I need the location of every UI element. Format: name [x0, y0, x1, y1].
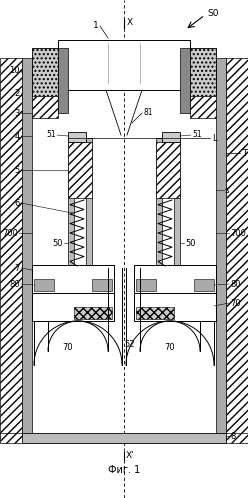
- Text: S0: S0: [207, 8, 218, 17]
- Bar: [32, 293, 114, 321]
- Text: 50: 50: [185, 239, 195, 248]
- Text: 4: 4: [15, 131, 20, 140]
- Text: 52: 52: [124, 340, 134, 349]
- Bar: [34, 321, 122, 365]
- Bar: [32, 48, 58, 98]
- Text: T: T: [242, 148, 247, 157]
- Bar: [0, 433, 22, 443]
- Text: 70: 70: [63, 343, 73, 352]
- Text: 50: 50: [53, 239, 63, 248]
- Text: 2: 2: [15, 89, 20, 98]
- Text: 3: 3: [15, 109, 20, 118]
- Bar: [34, 279, 54, 291]
- Text: L: L: [212, 133, 217, 142]
- Text: s: s: [225, 185, 230, 195]
- Bar: [216, 58, 226, 438]
- Bar: [180, 48, 190, 113]
- Bar: [174, 138, 180, 268]
- Bar: [32, 96, 58, 118]
- Bar: [58, 48, 68, 113]
- Text: 51: 51: [46, 129, 56, 138]
- Text: X': X': [126, 451, 135, 460]
- Bar: [190, 96, 216, 118]
- Bar: [136, 279, 156, 291]
- Bar: [58, 40, 190, 90]
- Text: 80: 80: [230, 279, 241, 288]
- Text: 7: 7: [15, 263, 20, 272]
- Bar: [68, 142, 92, 198]
- Bar: [226, 58, 248, 438]
- Bar: [22, 433, 226, 443]
- Text: 1: 1: [93, 20, 99, 29]
- Text: X: X: [127, 17, 133, 26]
- Bar: [194, 279, 214, 291]
- Bar: [86, 138, 92, 268]
- Bar: [156, 138, 162, 268]
- Bar: [92, 279, 112, 291]
- Bar: [134, 265, 216, 293]
- Bar: [226, 433, 248, 443]
- Text: 81: 81: [143, 108, 153, 117]
- Bar: [32, 265, 114, 293]
- Text: 70: 70: [230, 298, 241, 307]
- Bar: [74, 307, 112, 319]
- Text: 8: 8: [230, 431, 235, 441]
- Text: 700: 700: [2, 229, 18, 238]
- Text: 80: 80: [9, 279, 20, 288]
- Text: 70: 70: [165, 343, 175, 352]
- Bar: [136, 307, 174, 319]
- Bar: [68, 138, 74, 268]
- Bar: [22, 58, 32, 438]
- Bar: [0, 58, 22, 438]
- Bar: [68, 132, 86, 142]
- Text: 10: 10: [9, 66, 20, 75]
- Bar: [162, 132, 180, 142]
- Text: 6: 6: [15, 199, 20, 208]
- Bar: [190, 48, 216, 98]
- Bar: [156, 142, 180, 198]
- Bar: [134, 293, 216, 321]
- Bar: [190, 48, 216, 98]
- Text: 51: 51: [192, 129, 202, 138]
- Bar: [32, 48, 58, 98]
- Text: Фиг. 1: Фиг. 1: [108, 465, 140, 475]
- Text: 5: 5: [15, 165, 20, 174]
- Text: 700: 700: [230, 229, 246, 238]
